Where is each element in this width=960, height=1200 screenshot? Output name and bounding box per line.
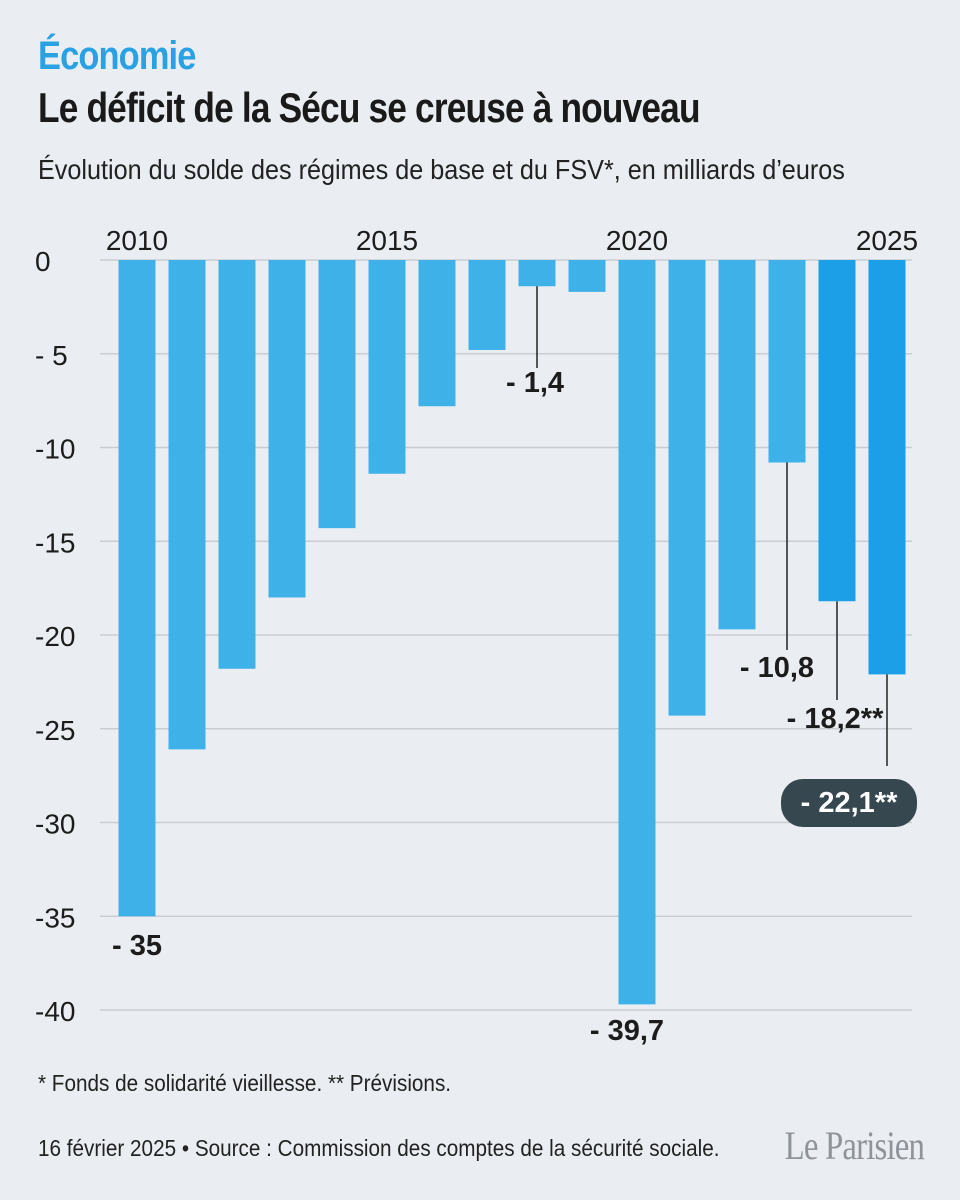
data-label: - 18,2** [787,703,884,735]
bar-chart: 0 - 5 -10 -15 -20 -25 -30 -35 -40 2010 2015 2020 202… [35,225,918,1047]
chart-title: Le déficit de la Sécu se creuse à nouvea… [38,84,700,131]
data-label: - 10,8 [740,652,814,684]
bar-2014 [318,260,356,529]
bar-2023 [768,260,806,463]
bar-2020 [618,260,656,1005]
y-tick-label: 0 [35,246,51,277]
y-tick-label: -30 [35,809,75,840]
y-tick-label: -20 [35,621,75,652]
y-tick-label: - 5 [35,340,68,371]
bar-2025 [868,260,906,675]
data-label: - 1,4 [506,367,564,399]
bar-2012 [218,260,256,669]
y-tick-label: -10 [35,434,75,465]
x-tick-label: 2010 [106,225,168,256]
section-kicker: Économie [38,34,196,78]
bar-2024 [818,260,856,602]
bar-2018 [518,260,556,287]
bar-2010 [118,260,156,917]
x-tick-label: 2025 [856,225,918,256]
y-tick-label: -40 [35,996,75,1027]
x-tick-label: 2020 [606,225,668,256]
bar-2017 [468,260,506,350]
bar-2013 [268,260,306,598]
footnote: * Fonds de solidarité vieillesse. ** Pré… [38,1070,452,1096]
data-label: - 39,7 [590,1015,664,1047]
source-line: 16 février 2025 • Source : Commission de… [38,1135,720,1161]
le-parisien-logo: Le Parisien [784,1123,925,1168]
bar-2022 [718,260,756,630]
chart-subtitle: Évolution du solde des régimes de base e… [38,154,845,185]
y-tick-label: -25 [35,715,75,746]
value-badge [781,779,917,827]
data-label: - 35 [112,930,162,962]
bar-2019 [568,260,606,292]
bar-2016 [418,260,456,407]
x-tick-label: 2015 [356,225,418,256]
y-tick-label: -15 [35,527,75,558]
bar-2011 [168,260,206,750]
bar-2015 [368,260,406,474]
data-label: - 22,1** [801,787,898,819]
y-tick-label: -35 [35,902,75,933]
bar-2021 [668,260,706,716]
